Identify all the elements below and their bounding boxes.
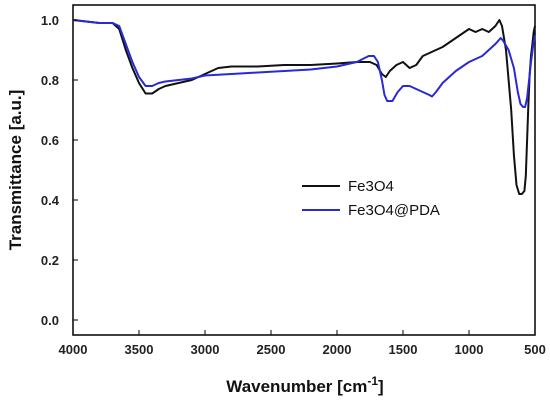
series-line-fe3o4-pda bbox=[72, 19, 536, 108]
y-tick-label: 0.4 bbox=[41, 193, 60, 208]
plot-frame bbox=[72, 4, 536, 336]
legend-label-fe3o4-pda: Fe3O4@PDA bbox=[348, 202, 440, 219]
series-line-fe3o4 bbox=[72, 19, 536, 195]
y-tick-label: 0.8 bbox=[41, 73, 59, 88]
x-tick-label: 3000 bbox=[191, 342, 220, 357]
x-tick-label: 2000 bbox=[323, 342, 352, 357]
x-tick-label: 4000 bbox=[59, 342, 88, 357]
series-layer bbox=[72, 19, 536, 195]
x-axis-title: Wavenumber [cm-1] bbox=[226, 374, 383, 396]
x-tick-label: 500 bbox=[524, 342, 546, 357]
x-tick-label: 1500 bbox=[389, 342, 418, 357]
x-axis-title-superscript: -1 bbox=[367, 374, 378, 388]
y-axis-ticks: 0.0 0.2 0.4 0.6 0.8 1.0 bbox=[41, 13, 78, 328]
y-tick-label: 0.2 bbox=[41, 253, 59, 268]
legend-label-fe3o4: Fe3O4 bbox=[348, 178, 394, 195]
x-tick-label: 3500 bbox=[125, 342, 154, 357]
y-axis-title: Transmittance [a.u.] bbox=[6, 90, 25, 251]
legend: Fe3O4 Fe3O4@PDA bbox=[302, 178, 440, 219]
y-tick-label: 1.0 bbox=[41, 13, 59, 28]
x-tick-label: 2500 bbox=[257, 342, 286, 357]
y-tick-label: 0.0 bbox=[41, 313, 59, 328]
y-tick-label: 0.6 bbox=[41, 133, 59, 148]
x-tick-label: 1000 bbox=[455, 342, 484, 357]
x-axis-ticks: 4000 3500 3000 2500 2000 1500 1000 500 bbox=[59, 330, 546, 357]
